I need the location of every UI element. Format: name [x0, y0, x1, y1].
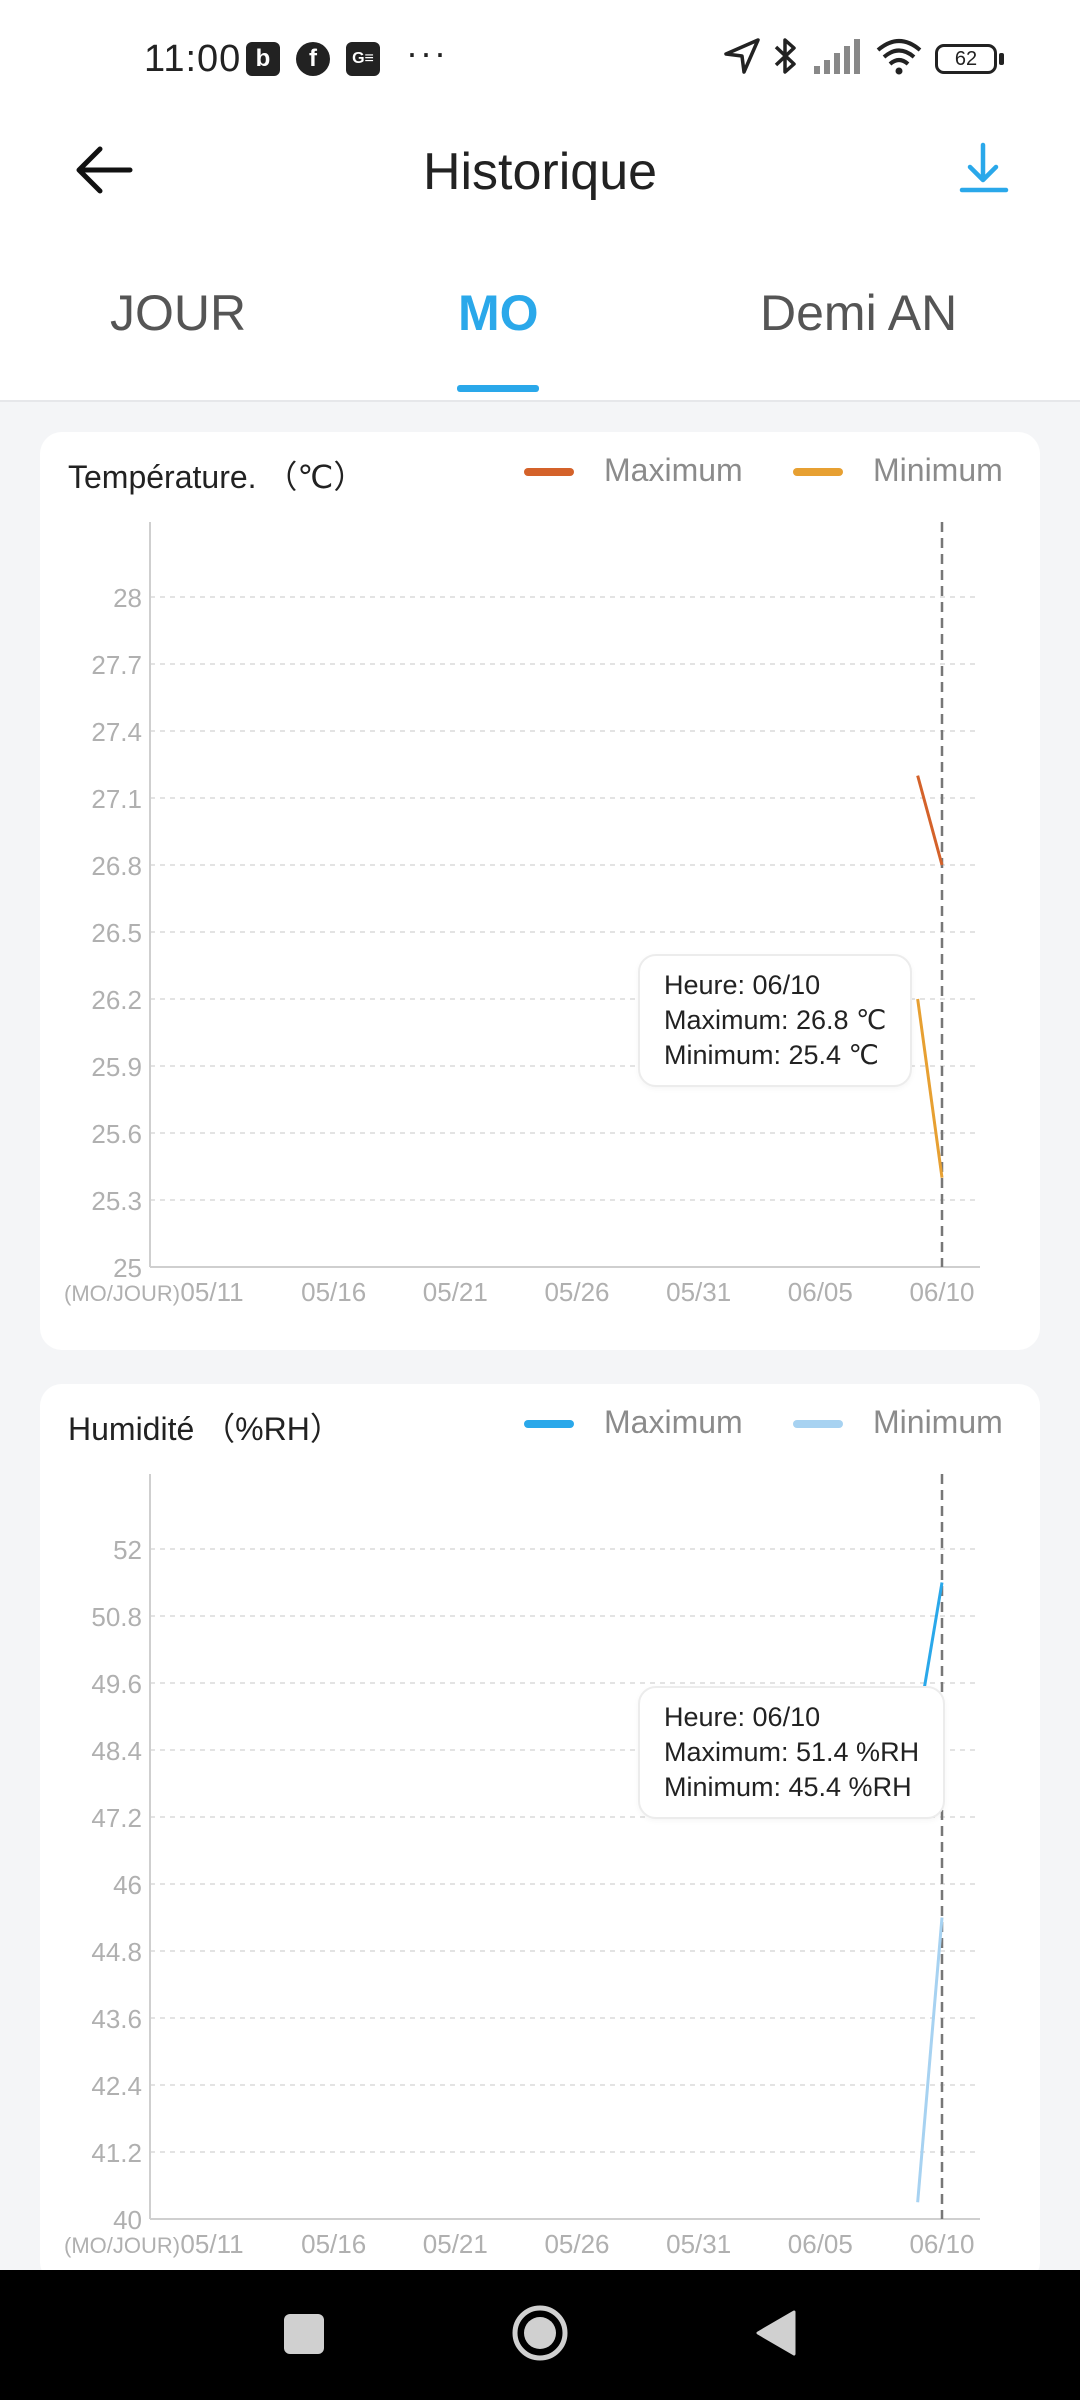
- series-line-minimum: [916, 1917, 944, 2203]
- humidity-chart[interactable]: 40 41.2 42.4 43.6 44.8 46 47.2 48.4 49.6 50.8 52 05…: [40, 1384, 1040, 2284]
- y-tick-label: 25.3: [91, 1186, 142, 1216]
- download-icon[interactable]: [950, 135, 1020, 205]
- x-tick-label: 05/21: [423, 1277, 488, 1307]
- y-tick-label: 25: [113, 1253, 142, 1283]
- legend-min-swatch: [793, 1420, 843, 1428]
- legend-max-label[interactable]: Maximum: [604, 452, 743, 488]
- y-tick-label: 46: [113, 1870, 142, 1900]
- tooltip-max: Maximum: 51.4 %RH: [664, 1737, 920, 1767]
- y-tick-label: 43.6: [91, 2004, 142, 2034]
- back-triangle-icon[interactable]: [752, 2308, 800, 2358]
- legend-max-swatch: [524, 1420, 574, 1428]
- b-app-icon: b: [246, 42, 280, 76]
- tooltip-time: Heure: 06/10: [664, 1702, 821, 1732]
- temperature-chart-card: Température. （℃） Maximum Minimum 25 25.3 2…: [40, 432, 1040, 1350]
- more-notifications-icon: ···: [406, 32, 448, 73]
- y-tick-label: 25.9: [91, 1052, 142, 1082]
- x-tick-label: 06/10: [909, 1277, 974, 1307]
- y-tick-label: 26.8: [91, 851, 142, 881]
- x-tick-label: 05/11: [180, 1277, 243, 1307]
- battery-level: 62: [954, 47, 978, 70]
- series-line-maximum: [916, 775, 944, 866]
- wifi-icon: [876, 39, 922, 75]
- legend-min-label[interactable]: Minimum: [873, 452, 1003, 488]
- tooltip-time: Heure: 06/10: [664, 970, 821, 1000]
- legend-min-label[interactable]: Minimum: [873, 1404, 1003, 1440]
- facebook-icon: f: [296, 42, 330, 76]
- x-unit-label: (MO/JOUR): [64, 1281, 180, 1306]
- y-tick-label: 49.6: [91, 1669, 142, 1699]
- signal-icon: [814, 39, 860, 74]
- x-tick-label: 05/21: [423, 2229, 488, 2259]
- y-tick-label: 44.8: [91, 1937, 142, 1967]
- tab-demi-an[interactable]: Demi AN: [760, 285, 958, 341]
- legend-max-swatch: [524, 468, 574, 476]
- status-bar: 11:00 b f G≡ ··· 62: [0, 0, 1080, 120]
- legend-min-swatch: [793, 468, 843, 476]
- x-tick-label: 05/16: [301, 1277, 366, 1307]
- tab-jour[interactable]: JOUR: [110, 285, 247, 341]
- tab-mo[interactable]: MO: [458, 285, 539, 341]
- y-tick-label: 27.4: [91, 717, 142, 747]
- y-tick-label: 50.8: [91, 1602, 142, 1632]
- tooltip-min: Minimum: 45.4 %RH: [664, 1772, 912, 1802]
- y-tick-label: 42.4: [91, 2071, 142, 2101]
- temperature-tooltip: Heure: 06/10 Maximum: 26.8 ℃ Minimum: 25…: [638, 954, 913, 1087]
- x-tick-label: 06/05: [788, 1277, 853, 1307]
- x-tick-label: 05/26: [544, 1277, 609, 1307]
- app-header: [0, 120, 1080, 402]
- tooltip-min: Minimum: 25.4 ℃: [664, 1040, 879, 1070]
- temperature-chart-title: Température. （℃）: [68, 459, 366, 495]
- y-tick-label: 27.1: [91, 784, 142, 814]
- y-tick-label: 25.6: [91, 1119, 142, 1149]
- temperature-chart[interactable]: 25 25.3 25.6 25.9 26.2 26.5 26.8 27.1 27.4 27.7 28…: [40, 432, 1040, 1350]
- x-tick-label: 06/10: [909, 2229, 974, 2259]
- y-tick-label: 26.5: [91, 918, 142, 948]
- x-tick-label: 05/31: [666, 1277, 731, 1307]
- system-nav-bar: [0, 2270, 1080, 2400]
- bluetooth-icon: [774, 38, 796, 74]
- humidity-chart-title: Humidité （%RH）: [68, 1411, 342, 1447]
- y-tick-label: 27.7: [91, 650, 142, 680]
- y-tick-label: 48.4: [91, 1736, 142, 1766]
- humidity-chart-card: Humidité （%RH） Maximum Minimum 40 41.2 42.…: [40, 1384, 1040, 2284]
- battery-icon: 62: [935, 44, 997, 74]
- x-tick-label: 06/05: [788, 2229, 853, 2259]
- status-time: 11:00: [144, 38, 242, 80]
- x-unit-label: (MO/JOUR): [64, 2233, 180, 2258]
- y-tick-label: 40: [113, 2205, 142, 2235]
- battery-tip: [999, 53, 1004, 65]
- page-title: Historique: [422, 143, 658, 201]
- tooltip-max: Maximum: 26.8 ℃: [664, 1005, 887, 1035]
- y-tick-label: 26.2: [91, 985, 142, 1015]
- home-circle-icon[interactable]: [510, 2303, 570, 2363]
- y-tick-label: 41.2: [91, 2138, 142, 2168]
- x-tick-label: 05/16: [301, 2229, 366, 2259]
- x-tick-label: 05/31: [666, 2229, 731, 2259]
- recents-square-icon[interactable]: [280, 2310, 328, 2358]
- active-tab-indicator: [457, 385, 539, 392]
- news-icon: G≡: [346, 42, 380, 76]
- x-tick-label: 05/11: [180, 2229, 243, 2259]
- humidity-tooltip: Heure: 06/10 Maximum: 51.4 %RH Minimum: …: [638, 1686, 946, 1819]
- series-line-minimum: [916, 998, 944, 1178]
- legend-max-label[interactable]: Maximum: [604, 1404, 743, 1440]
- x-tick-label: 05/26: [544, 2229, 609, 2259]
- location-icon: [724, 38, 760, 74]
- y-tick-label: 47.2: [91, 1803, 142, 1833]
- y-tick-label: 52: [113, 1535, 142, 1565]
- y-tick-label: 28: [113, 583, 142, 613]
- arrow-left-icon[interactable]: [70, 140, 140, 200]
